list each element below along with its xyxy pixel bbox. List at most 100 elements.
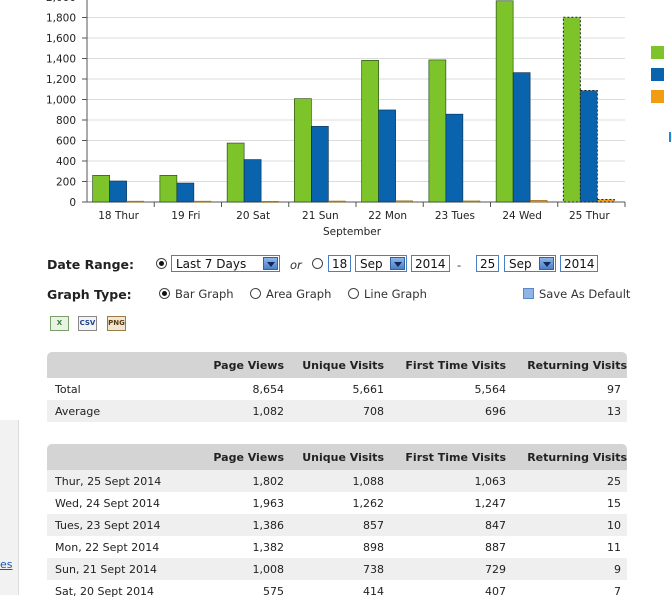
y-tick-label: 200	[56, 177, 76, 189]
daily-table: Page Views Unique Visits First Time Visi…	[47, 444, 627, 602]
bar-unique-visits	[243, 159, 262, 203]
bar-unique-visits	[176, 182, 195, 203]
from-day-input[interactable]: 18	[328, 255, 351, 272]
x-tick-label: 22 Mon	[368, 210, 407, 222]
bar-returning-visits	[529, 200, 548, 203]
cell-value: 1,088	[284, 470, 384, 492]
save-as-default-label: Save As Default	[539, 287, 631, 301]
summary-table: Page Views Unique Visits First Time Visi…	[47, 352, 627, 422]
cell-value: 13	[506, 400, 627, 422]
bar-page-views	[92, 175, 110, 203]
to-year-input[interactable]: 2014	[560, 255, 598, 272]
chevron-down-icon	[263, 257, 278, 270]
cell-value: 1,386	[202, 514, 284, 536]
cell-value: 729	[384, 558, 506, 580]
line-graph-label: Line Graph	[364, 287, 427, 301]
to-day-input[interactable]: 25	[476, 255, 499, 272]
graph-type-label: Graph Type:	[47, 287, 132, 302]
bar-unique-visits	[109, 180, 127, 203]
png-export-icon[interactable]: PNG	[107, 316, 126, 331]
cell-value: 696	[384, 400, 506, 422]
row-label: Mon, 22 Sept 2014	[55, 540, 160, 554]
from-month-select[interactable]: Sep	[355, 255, 407, 272]
sidebar-link[interactable]: es	[0, 558, 13, 571]
bar-returning-visits	[596, 198, 615, 203]
csv-export-text: CSV	[79, 319, 96, 327]
table-row: Average 1,082 708 696 13	[47, 400, 627, 422]
summary-header-blank	[47, 352, 202, 378]
bar-page-views	[294, 98, 312, 203]
summary-header-row: Page Views Unique Visits First Time Visi…	[47, 352, 627, 378]
y-tick-label: 800	[56, 115, 76, 127]
bar-page-views	[428, 59, 447, 203]
x-tick-label: 21 Sun	[302, 210, 339, 222]
cell-value: 1,262	[352, 496, 385, 510]
bar-unique-visits	[378, 109, 396, 203]
csv-export-icon[interactable]: CSV	[78, 316, 97, 331]
y-tick-label: 0	[69, 197, 76, 209]
cell-value: 8,654	[252, 382, 285, 396]
line-graph-radio[interactable]	[348, 288, 359, 299]
save-as-default-checkbox[interactable]	[523, 288, 534, 299]
cell-value: 708	[284, 400, 384, 422]
row-label: Total	[55, 382, 81, 396]
cell-value: 15	[607, 496, 621, 510]
preset-range-select[interactable]: Last 7 Days	[171, 255, 280, 272]
y-tick-label: 1,200	[46, 74, 76, 86]
area-graph-radio[interactable]	[250, 288, 261, 299]
cell-value: 97	[607, 382, 621, 396]
daily-header-row: Page Views Unique Visits First Time Visi…	[47, 444, 627, 470]
row-label: Wed, 24 Sept 2014	[55, 496, 161, 510]
daily-header-unique-visits: Unique Visits	[284, 444, 384, 470]
table-row: Sun, 21 Sept 2014 1,008 738 729 9	[47, 558, 627, 580]
cell-value: 407	[485, 584, 506, 598]
left-sidebar-panel	[0, 420, 19, 595]
table-row: Mon, 22 Sept 2014 1,382 898 887 11	[47, 536, 627, 558]
daily-header-first-time-visits: First Time Visits	[384, 444, 506, 470]
cell-value: 1,247	[474, 496, 507, 510]
row-label: Sun, 21 Sept 2014	[47, 558, 202, 580]
or-text: or	[290, 258, 302, 272]
x-tick-label: 24 Wed	[502, 210, 542, 222]
bar-graph-radio[interactable]	[159, 288, 170, 299]
bar-returning-visits	[126, 200, 144, 203]
cell-value: 1,063	[384, 470, 506, 492]
bar-returning-visits	[328, 200, 346, 203]
cell-value: 7	[614, 584, 621, 598]
table-row: Sat, 20 Sept 2014 575 414 407 7	[47, 580, 627, 602]
row-label: Tues, 23 Sept 2014	[47, 514, 202, 536]
y-tick-label: 1,800	[46, 13, 76, 25]
cell-value: 738	[284, 558, 384, 580]
bar-returning-visits	[462, 200, 481, 203]
bar-unique-visits	[512, 72, 531, 203]
cell-value: 575	[263, 584, 284, 598]
y-tick-label: 600	[56, 136, 76, 148]
x-tick-label: 20 Sat	[236, 210, 270, 222]
bar-unique-visits	[579, 89, 598, 203]
from-year-input[interactable]: 2014	[411, 255, 450, 272]
bar-returning-visits	[395, 200, 413, 203]
date-range-label: Date Range:	[47, 257, 134, 272]
summary-header-returning-visits: Returning Visits	[506, 352, 627, 378]
summary-header-first-time-visits: First Time Visits	[384, 352, 506, 378]
bar-page-views	[159, 175, 178, 203]
bar-returning-visits	[260, 200, 279, 203]
preset-range-radio[interactable]	[156, 258, 167, 269]
to-month-select[interactable]: Sep	[504, 255, 556, 272]
y-tick-label: 1,400	[46, 54, 76, 66]
summary-header-unique-visits: Unique Visits	[284, 352, 384, 378]
chevron-down-icon	[539, 257, 554, 270]
bar-returning-visits	[193, 200, 212, 203]
excel-export-icon[interactable]: X	[50, 316, 69, 331]
bar-unique-visits	[445, 113, 464, 203]
cell-value: 898	[363, 540, 384, 554]
custom-range-radio[interactable]	[312, 258, 323, 269]
cell-value: 1,082	[202, 400, 284, 422]
bar-page-views	[562, 16, 581, 203]
excel-export-text: X	[56, 319, 63, 327]
row-label: Average	[47, 400, 202, 422]
preset-range-value: Last 7 Days	[176, 257, 247, 271]
png-export-text: PNG	[108, 319, 125, 327]
cell-value: 414	[363, 584, 384, 598]
daily-header-returning-visits: Returning Visits	[506, 444, 627, 470]
